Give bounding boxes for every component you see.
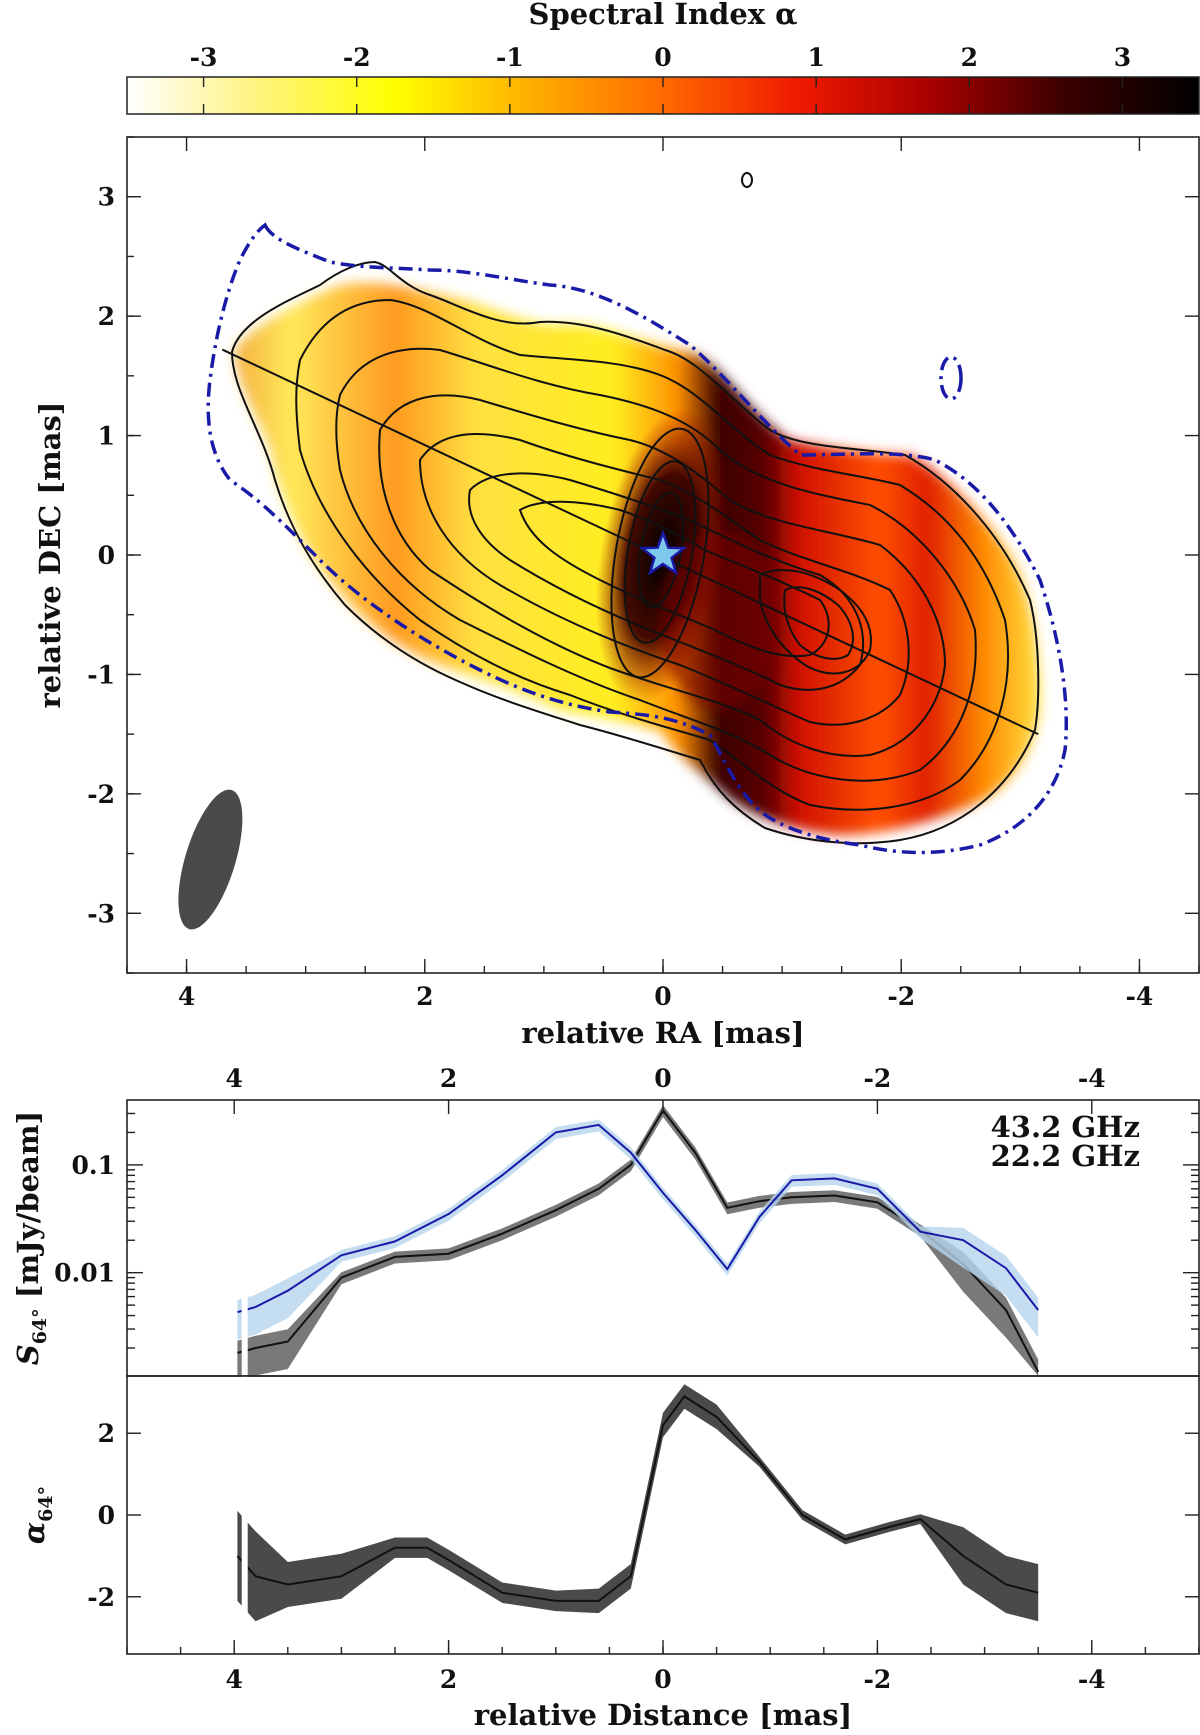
contours-43ghz xyxy=(230,172,1040,845)
flux-top-tick-label: 2 xyxy=(440,1064,457,1093)
map-x-tick-label: -4 xyxy=(1126,982,1154,1011)
core-star-icon xyxy=(638,529,688,576)
colorbar-tick-label: 2 xyxy=(961,43,978,72)
flux-top-tick-label: -2 xyxy=(864,1064,892,1093)
legend-43ghz: 43.2 GHz xyxy=(991,1110,1140,1144)
alpha-ticks xyxy=(126,1432,1200,1654)
alpha-lines xyxy=(236,1376,1039,1654)
flux-y-tick-label: 0.1 xyxy=(72,1151,116,1180)
colorbar-tick-label: 1 xyxy=(807,43,824,72)
contour-22ghz xyxy=(206,222,1068,855)
map-y-tick-label: 2 xyxy=(98,302,115,331)
flux-top-tick-label: 4 xyxy=(225,1064,242,1093)
map-y-axis-title: relative DEC [mas] xyxy=(33,401,67,708)
map-ticks xyxy=(126,136,1200,974)
alpha-x-tick-label: -2 xyxy=(864,1665,892,1694)
colorbar-tick-label: -2 xyxy=(343,43,371,72)
map-x-tick-label: -2 xyxy=(887,982,915,1011)
alpha-y-axis-title: α64° xyxy=(17,1486,57,1544)
map-y-tick-label: -1 xyxy=(87,660,115,689)
alpha-x-axis-title: relative Distance [mas] xyxy=(474,1698,853,1732)
alpha-y-tick-label: 2 xyxy=(98,1419,115,1448)
alpha-x-tick-label: -4 xyxy=(1078,1665,1106,1694)
alpha-panel: 4 2 0 -2 -4 2 0 -2 relative Distance [mas] α64… xyxy=(17,1375,1200,1732)
alpha-x-tick-label: 2 xyxy=(440,1665,457,1694)
alpha-band xyxy=(237,1384,1039,1622)
colorbar-tick-labels: -3 -2 -1 0 1 2 3 xyxy=(190,43,1131,72)
map-y-tick-label: 3 xyxy=(98,183,115,212)
flux-top-tick-label: 0 xyxy=(654,1064,671,1093)
alpha-line xyxy=(236,1395,1039,1602)
spectral-index-map xyxy=(235,283,1040,836)
alpha-gap xyxy=(241,1376,248,1654)
map-x-tick-label: 2 xyxy=(416,982,433,1011)
beam-ellipse xyxy=(178,789,243,930)
map-x-tick-label: 0 xyxy=(654,982,671,1011)
alpha-y-tick-label: -2 xyxy=(87,1583,115,1612)
colorbar-tick-label: -1 xyxy=(496,43,524,72)
colorbar-title: Spectral Index α xyxy=(529,0,798,31)
flux-band-1 xyxy=(237,1119,1039,1340)
alpha-x-tick-label: 4 xyxy=(225,1665,242,1694)
flux-band-0 xyxy=(237,1105,1039,1376)
flux-y-axis-title: S64° [mJy/beam] xyxy=(11,1111,51,1366)
flux-y-tick-label: 0.01 xyxy=(54,1259,115,1288)
map-x-tick-labels: 4 2 0 -2 -4 xyxy=(178,982,1153,1011)
colorbar-tick-label: 3 xyxy=(1114,43,1131,72)
map-x-axis-title: relative RA [mas] xyxy=(521,1016,804,1050)
map-y-tick-label: 1 xyxy=(98,422,115,451)
flux-gap xyxy=(241,1250,248,1376)
legend-22ghz: 22.2 GHz xyxy=(991,1139,1140,1173)
map-y-tick-labels: 3 2 1 0 -1 -2 -3 xyxy=(87,183,115,929)
flux-top-tick-label: -4 xyxy=(1078,1064,1106,1093)
flux-ticks xyxy=(127,1100,1199,1349)
alpha-y-tick-label: 0 xyxy=(98,1501,115,1530)
small-contour xyxy=(741,172,753,188)
map-y-tick-label: 0 xyxy=(98,541,115,570)
flux-top-tick-labels: 4 2 0 -2 -4 xyxy=(225,1064,1105,1093)
map-y-tick-label: -2 xyxy=(87,780,115,809)
flux-line-1 xyxy=(237,1123,1039,1314)
colorbar-tick-label: 0 xyxy=(654,43,671,72)
map-panel: 4 2 0 -2 -4 3 2 1 0 -1 -2 -3 relative RA [mas] rel… xyxy=(33,136,1200,1050)
alpha-x-tick-labels: 4 2 0 -2 -4 xyxy=(225,1665,1105,1694)
alpha-y-tick-labels: 2 0 -2 xyxy=(87,1419,115,1612)
map-y-tick-label: -3 xyxy=(87,899,115,928)
alpha-x-tick-label: 0 xyxy=(654,1665,671,1694)
colorbar-ticks xyxy=(202,77,1124,114)
colorbar-tick-label: -3 xyxy=(190,43,218,72)
flux-panel: 4 2 0 -2 -4 0.1 0.01 43.2 GHz 22.2 GHz S64° [… xyxy=(11,1064,1200,1377)
map-x-tick-label: 4 xyxy=(178,982,195,1011)
jet-dark-region xyxy=(660,530,780,710)
profile-line xyxy=(221,348,1039,736)
flux-lines xyxy=(237,1105,1040,1376)
flux-y-tick-labels: 0.1 0.01 xyxy=(54,1151,115,1288)
